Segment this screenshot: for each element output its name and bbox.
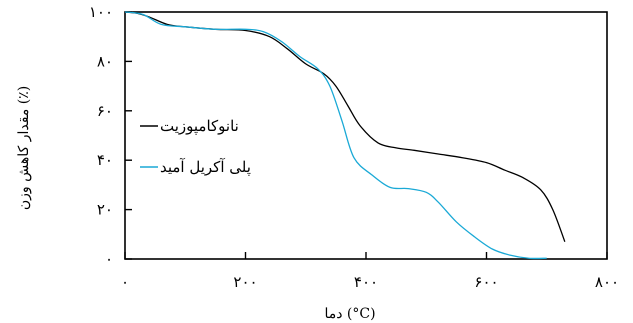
- y-tick-label: ۸۰: [97, 52, 113, 70]
- ticks: [124, 11, 608, 260]
- x-axis-label: دما (°C): [324, 306, 375, 322]
- plot-frame: [124, 11, 608, 260]
- y-tick-label: ۲۰: [97, 201, 113, 219]
- x-tick-label: ۸۰۰: [595, 273, 619, 291]
- x-tick-label: ۶۰۰: [474, 273, 498, 291]
- series-group: [124, 11, 566, 260]
- legend-label-1: پلی آکریل آمید: [160, 158, 251, 176]
- series-line-1: [124, 11, 547, 260]
- x-tick-label: ۰: [121, 273, 129, 291]
- y-tick-label: ۱۰۰: [89, 3, 113, 21]
- y-axis-label: مقدار کاهش وزن (٪): [16, 86, 32, 210]
- y-tick-label: ۶۰: [97, 102, 113, 120]
- legend-label-0: نانوکامپوزیت: [160, 117, 239, 135]
- y-tick-label: ۴۰: [97, 151, 113, 169]
- legend: نانوکامپوزیت پلی آکریل آمید: [140, 117, 251, 176]
- tick-labels: ۰ ۲۰۰ ۴۰۰ ۶۰۰ ۸۰۰ ۰ ۲۰ ۴۰ ۶۰ ۸۰ ۱۰۰: [89, 3, 619, 291]
- x-tick-label: ۴۰۰: [354, 273, 378, 291]
- x-tick-label: ۲۰۰: [233, 273, 257, 291]
- y-tick-label: ۰: [105, 250, 113, 268]
